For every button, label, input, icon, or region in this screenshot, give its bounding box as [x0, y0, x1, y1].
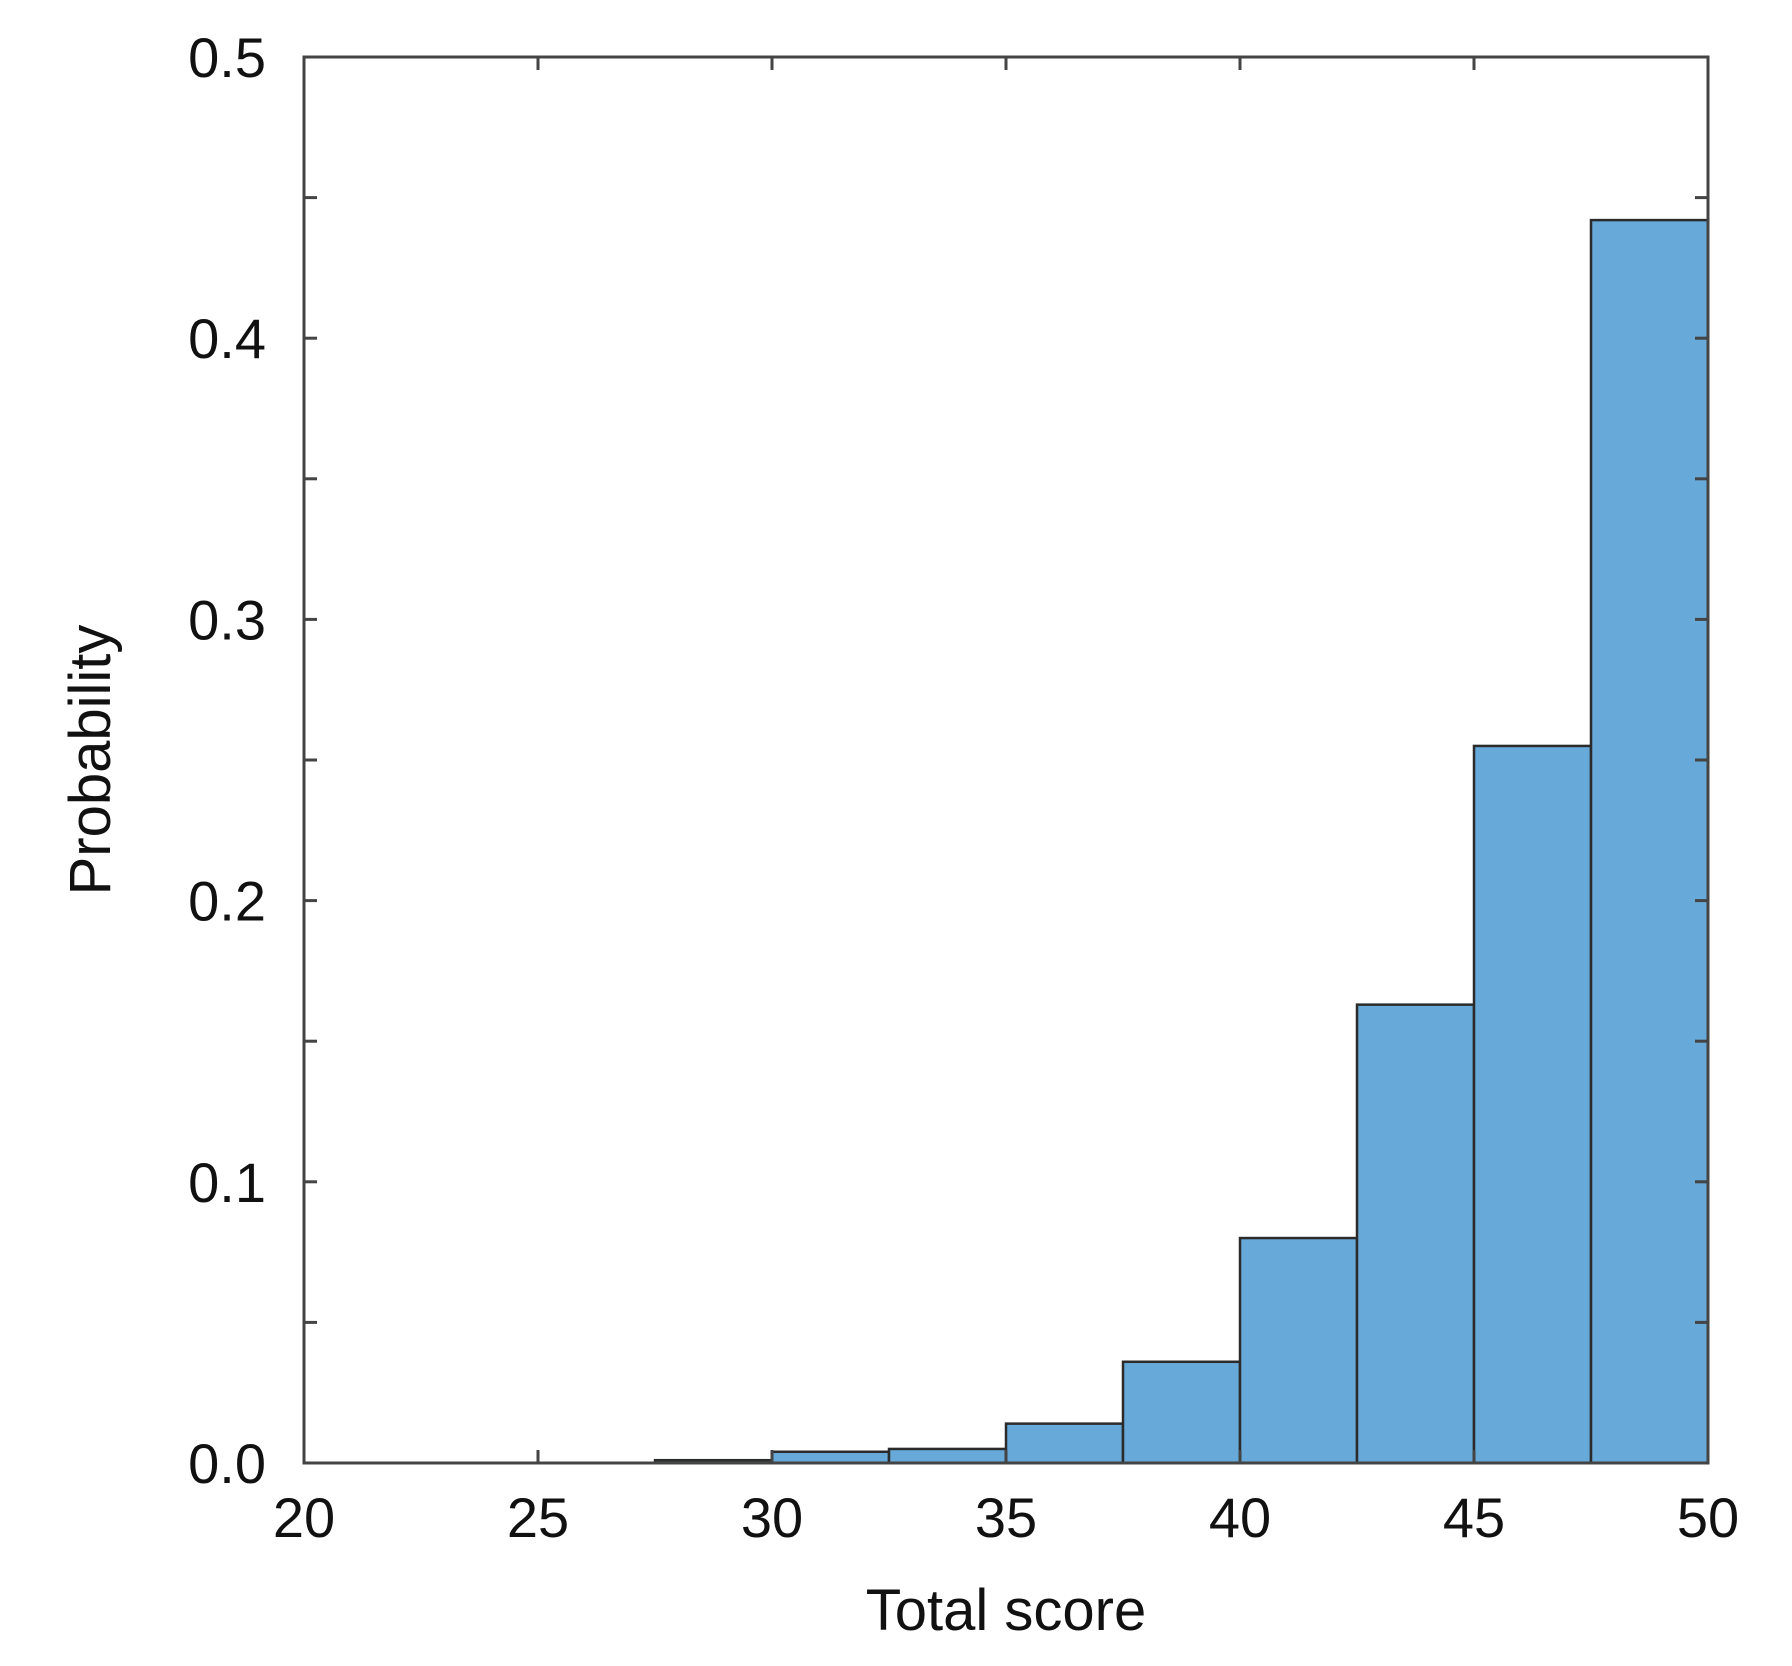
x-tick-label: 30 — [741, 1486, 803, 1549]
histogram-bar — [770, 1450, 891, 1465]
y-axis-label: Probability — [58, 625, 123, 896]
x-axis-label: Total score — [866, 1578, 1146, 1643]
y-tick-label: 0.2 — [188, 870, 266, 933]
x-tick-label: 45 — [1443, 1486, 1505, 1549]
histogram-bar — [1004, 1422, 1125, 1465]
y-tick-label: 0.0 — [188, 1432, 266, 1495]
y-tick-label: 0.1 — [188, 1151, 266, 1214]
x-tick-label: 35 — [975, 1486, 1037, 1549]
tick-labels-group: 20 25 30 35 40 45 50 0.0 0.1 0.2 0.3 0.4 0.5 — [188, 26, 1739, 1549]
plot-area-frame — [302, 55, 1710, 1465]
bars-group — [653, 218, 1710, 1465]
y-tick-label: 0.3 — [188, 588, 266, 651]
y-tick-label: 0.5 — [188, 26, 266, 89]
x-tick-label: 25 — [507, 1486, 569, 1549]
histogram-bar — [1589, 218, 1710, 1465]
x-tick-label: 20 — [273, 1486, 335, 1549]
histogram-bar — [1472, 744, 1593, 1465]
x-tick-label: 50 — [1677, 1486, 1739, 1549]
y-tick-label: 0.4 — [188, 307, 266, 370]
histogram-bar — [887, 1447, 1008, 1465]
histogram-bar — [1355, 1003, 1476, 1465]
histogram-bar — [1121, 1360, 1242, 1465]
x-tick-label: 40 — [1209, 1486, 1271, 1549]
histogram-bar — [1238, 1236, 1359, 1465]
